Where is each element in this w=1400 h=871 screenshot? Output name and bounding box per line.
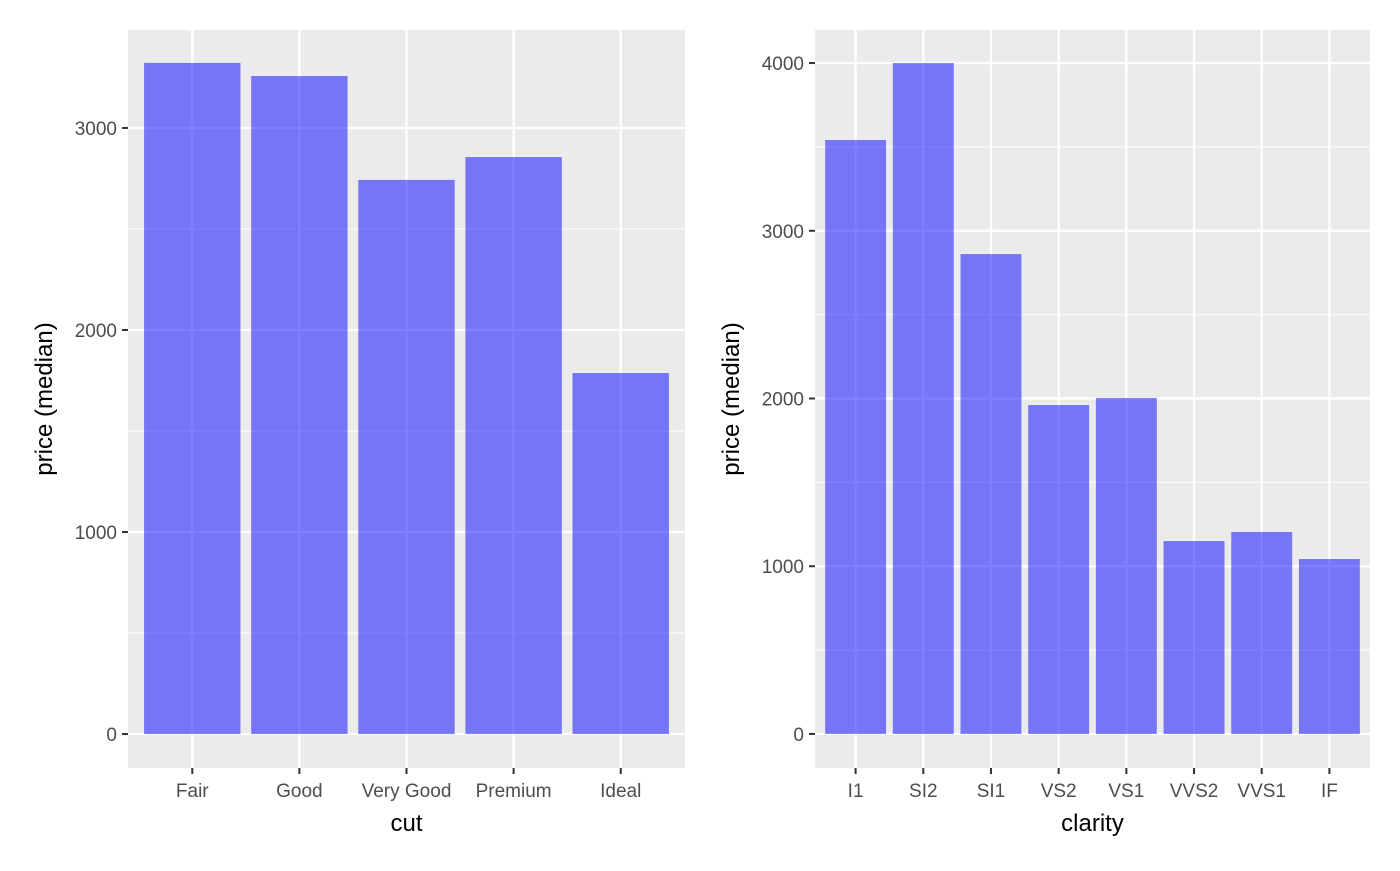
x-tick-label: Very Good (362, 781, 452, 802)
bar-vvs1 (1231, 532, 1293, 734)
x-tick-label: VS1 (1108, 781, 1144, 802)
y-tick-label: 2000 (75, 321, 117, 342)
x-tick-label: VVS2 (1170, 781, 1219, 802)
x-axis-title: clarity (1061, 810, 1124, 837)
x-tick-label: SI1 (977, 781, 1006, 802)
bar-ideal (572, 373, 669, 735)
bar-if (1298, 559, 1360, 734)
x-tick-label: Fair (176, 781, 209, 802)
panel-1: 0 1000 2000 3000 Fair Good Very Good Premium Ide… (31, 30, 685, 837)
bar-vvs2 (1163, 541, 1225, 734)
bar-i1 (825, 140, 887, 734)
y-tick-label: 0 (106, 725, 117, 746)
bar-very-good (358, 179, 455, 735)
x-tick-label: SI2 (909, 781, 938, 802)
y-tick-label: 1000 (762, 557, 804, 578)
x-tick-label: IF (1321, 781, 1338, 802)
x-axis-title: cut (390, 810, 422, 837)
x-tick-label: I1 (848, 781, 864, 802)
x-tick-label: Good (276, 781, 322, 802)
panel-2: 0 1000 2000 3000 4000 I1 SI2 SI1 VS2 VS1 VVS2 VVS1 I… (718, 30, 1370, 837)
y-tick-label: 4000 (762, 54, 804, 75)
bar-good (251, 76, 348, 735)
x-tick-label: Premium (476, 781, 552, 802)
bar-vs1 (1095, 397, 1157, 734)
y-tick-label: 2000 (762, 389, 804, 410)
x-tick-label: Ideal (600, 781, 641, 802)
y-tick-label: 0 (793, 725, 804, 746)
y-axis-title: price (median) (718, 322, 745, 475)
bar-premium (465, 157, 562, 735)
bar-vs2 (1028, 405, 1090, 734)
x-tick-label: VS2 (1041, 781, 1077, 802)
y-tick-label: 3000 (75, 119, 117, 140)
bar-si2 (892, 63, 954, 734)
x-tick-label: VVS1 (1237, 781, 1286, 802)
y-axis-title: price (median) (31, 322, 58, 475)
bar-fair (144, 62, 241, 735)
y-tick-label: 1000 (75, 523, 117, 544)
bar-si1 (960, 254, 1022, 734)
y-tick-label: 3000 (762, 222, 804, 243)
